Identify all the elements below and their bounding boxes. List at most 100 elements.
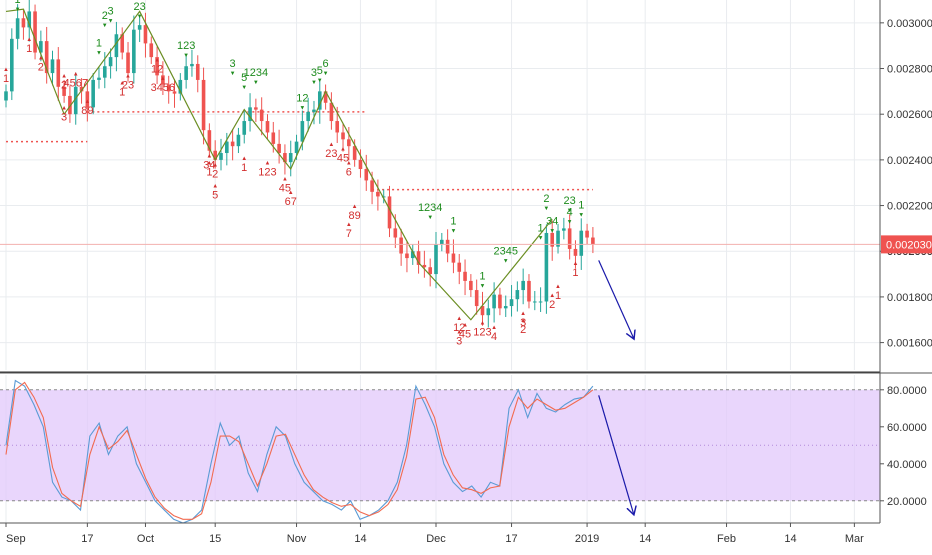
candle — [172, 91, 177, 94]
time-tick-label: Sep — [6, 533, 26, 545]
buy-setup-label: 1 — [119, 87, 125, 99]
candle — [27, 11, 32, 28]
candle — [155, 57, 159, 76]
buy-setup-marker: ▲ — [352, 204, 358, 210]
buy-setup-marker: ▲ — [61, 74, 67, 80]
candle — [492, 294, 496, 309]
candle — [585, 230, 589, 238]
sell-setup-label: 1 — [96, 38, 102, 50]
buy-setup-label: 2 — [38, 61, 44, 73]
candle — [323, 91, 328, 103]
buy-setup-marker: ▲ — [61, 106, 67, 112]
candle — [10, 38, 14, 92]
candle — [85, 91, 90, 108]
price-tick-label: 0.003000 — [887, 18, 932, 30]
time-tick-label: 14 — [354, 533, 366, 545]
candle — [434, 244, 438, 275]
candle — [306, 111, 310, 122]
candle — [114, 34, 119, 58]
buy-setup-label: 2 — [520, 324, 526, 336]
candle — [265, 121, 270, 133]
candle — [428, 267, 432, 275]
sell-setup-label: 34 — [546, 216, 558, 228]
sell-setup-label: 3 — [230, 58, 236, 70]
last-price-badge — [881, 235, 932, 254]
candle — [56, 59, 61, 87]
candle — [515, 290, 520, 300]
candle — [149, 43, 154, 58]
candle — [451, 253, 456, 263]
buy-setup-label: 2 — [549, 299, 555, 311]
oscillator-tick-label: 80.0000 — [887, 385, 927, 397]
candle — [126, 52, 130, 74]
buy-setup-label: 1 — [3, 73, 9, 85]
stochastic-pane[interactable] — [0, 375, 880, 524]
candle — [68, 95, 72, 115]
candle — [21, 18, 26, 28]
buy-setup-marker: ▲ — [520, 311, 526, 317]
candle — [469, 280, 473, 291]
sell-setup-marker: ▼ — [567, 208, 573, 214]
candle — [271, 132, 276, 144]
sell-setup-marker: ▼ — [543, 206, 549, 212]
candle — [108, 57, 113, 67]
candle — [91, 79, 95, 108]
candle — [486, 308, 491, 316]
candle — [294, 141, 299, 154]
sell-setup-label: 1234 — [418, 202, 442, 214]
sell-setup-marker: ▼ — [96, 51, 102, 57]
buy-setup-marker: ▲ — [462, 323, 468, 329]
sell-setup-marker: ▼ — [567, 220, 573, 226]
candle — [440, 239, 444, 245]
time-axis[interactable]: Sep 17 Oct 15 Nov 14 Dec 17 2019 14 Feb 14 Mar — [0, 522, 880, 545]
oscillator-tick-label: 40.0000 — [887, 459, 927, 471]
buy-setup-marker: ▲ — [549, 293, 555, 299]
zigzag-line — [5, 8, 553, 321]
candle — [300, 121, 305, 142]
sell-setup-label: 1 — [578, 200, 584, 212]
candle — [376, 191, 380, 197]
buy-setup-label: 3 — [456, 335, 462, 347]
time-tick-label: Feb — [717, 533, 736, 545]
price-pane[interactable]: 1▼ 2▼3▼1▼23▼123▼3▼ 5▼1234▼12▼3▼5▼6▼1234▼ 1▼… — [0, 0, 880, 373]
sell-setup-label: 12 — [296, 92, 308, 104]
buy-setup-label: 1 — [572, 267, 578, 279]
candle — [33, 11, 37, 53]
candle — [527, 280, 531, 302]
candle — [445, 239, 450, 254]
buy-setup-marker: ▲ — [38, 55, 44, 61]
time-tick-label: 17 — [505, 533, 517, 545]
candle — [358, 159, 363, 170]
buy-setup-marker: ▲ — [520, 318, 526, 324]
buy-setup-label: 45 — [279, 182, 291, 194]
buy-setup-label: 123 — [473, 326, 491, 338]
oscillator-axis[interactable]: 20.0000 40.0000 60.0000 80.0000 — [0, 372, 932, 508]
buy-setup-marker: ▲ — [241, 156, 247, 162]
sell-setup-marker: ▼ — [427, 215, 433, 221]
candle — [184, 66, 188, 80]
price-axis[interactable]: 0.0016000.0018000.0020000.0022000.002400… — [879, 0, 932, 523]
candle — [132, 29, 136, 74]
sell-setup-marker: ▼ — [183, 53, 189, 59]
time-tick-label: 14 — [639, 533, 651, 545]
candle — [341, 132, 345, 140]
sell-setup-marker: ▼ — [549, 229, 555, 235]
buy-setup-label: 89 — [81, 105, 93, 117]
buy-setup-marker: ▲ — [480, 320, 486, 326]
buy-setup-marker: ▲ — [282, 176, 288, 182]
candle — [544, 232, 549, 302]
buy-setup-marker: ▲ — [265, 160, 271, 166]
sell-setup-label: 1 — [479, 270, 485, 282]
candle — [405, 253, 409, 259]
oscillator-projection-arrow — [598, 395, 634, 513]
buy-setup-label: 1 — [241, 162, 247, 174]
buy-setup-label: 2 — [61, 80, 67, 92]
candle — [277, 143, 281, 154]
candle — [207, 130, 212, 151]
candle — [62, 86, 66, 96]
candle — [39, 41, 43, 53]
sell-setup-label: 5 — [241, 72, 247, 84]
time-tick-label: Nov — [287, 533, 307, 545]
buy-setup-marker: ▲ — [212, 163, 218, 169]
